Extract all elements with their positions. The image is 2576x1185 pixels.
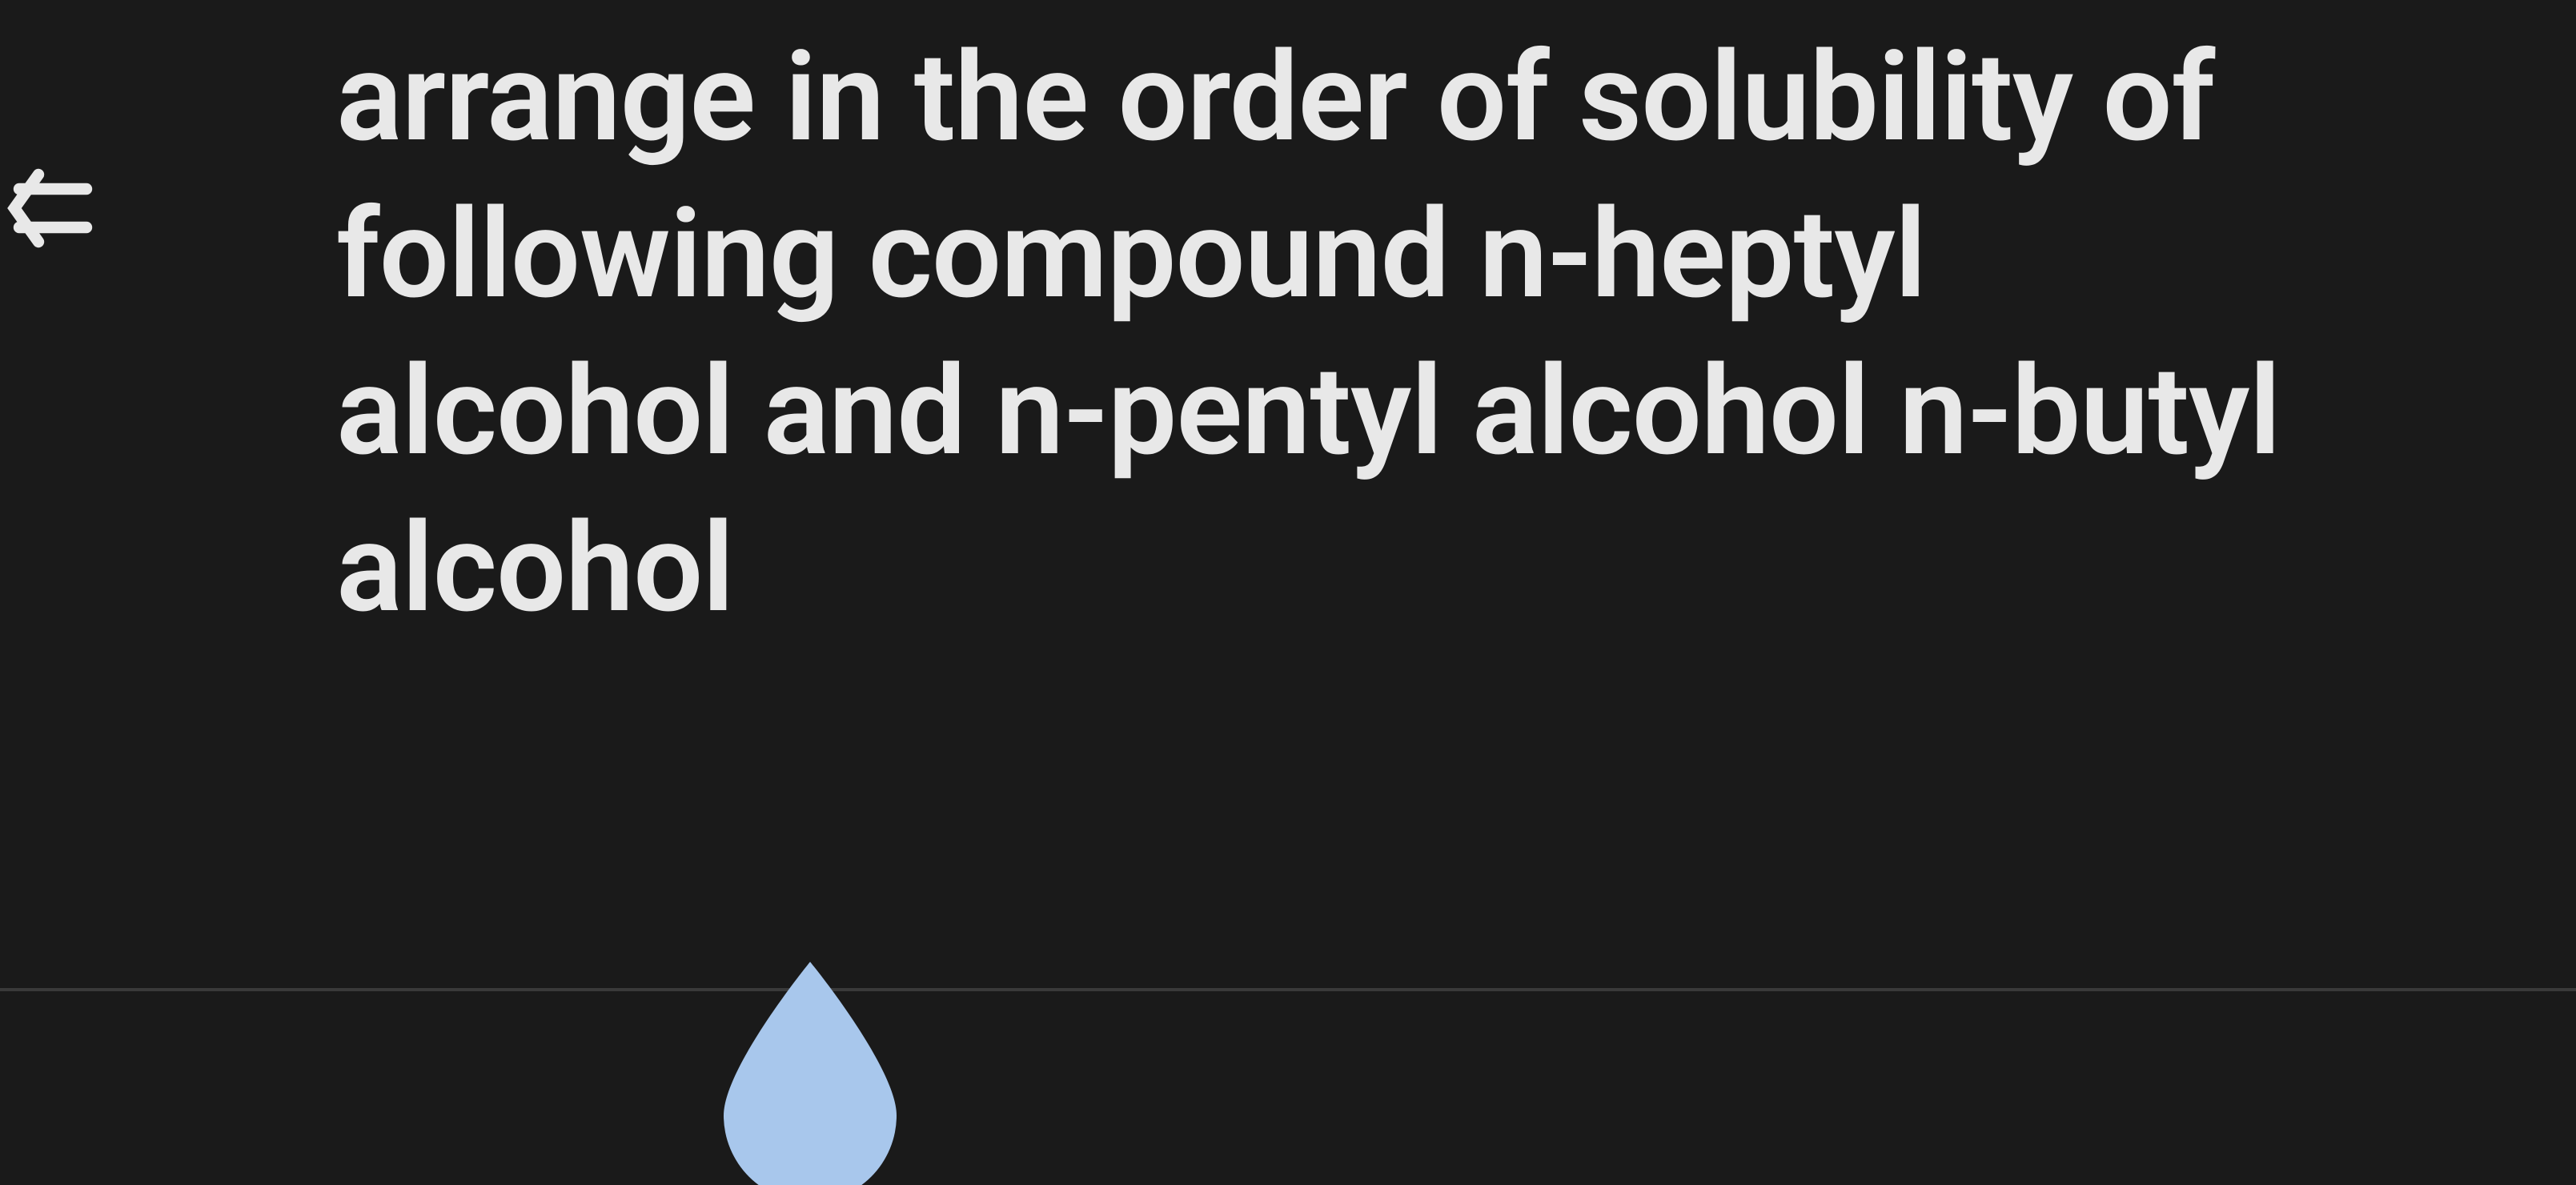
divider bbox=[0, 988, 2576, 991]
selection-end-handle[interactable] bbox=[714, 962, 906, 1185]
collapse-icon[interactable] bbox=[0, 160, 96, 256]
question-text[interactable]: arrange in the order of solubility of fo… bbox=[336, 19, 2321, 647]
